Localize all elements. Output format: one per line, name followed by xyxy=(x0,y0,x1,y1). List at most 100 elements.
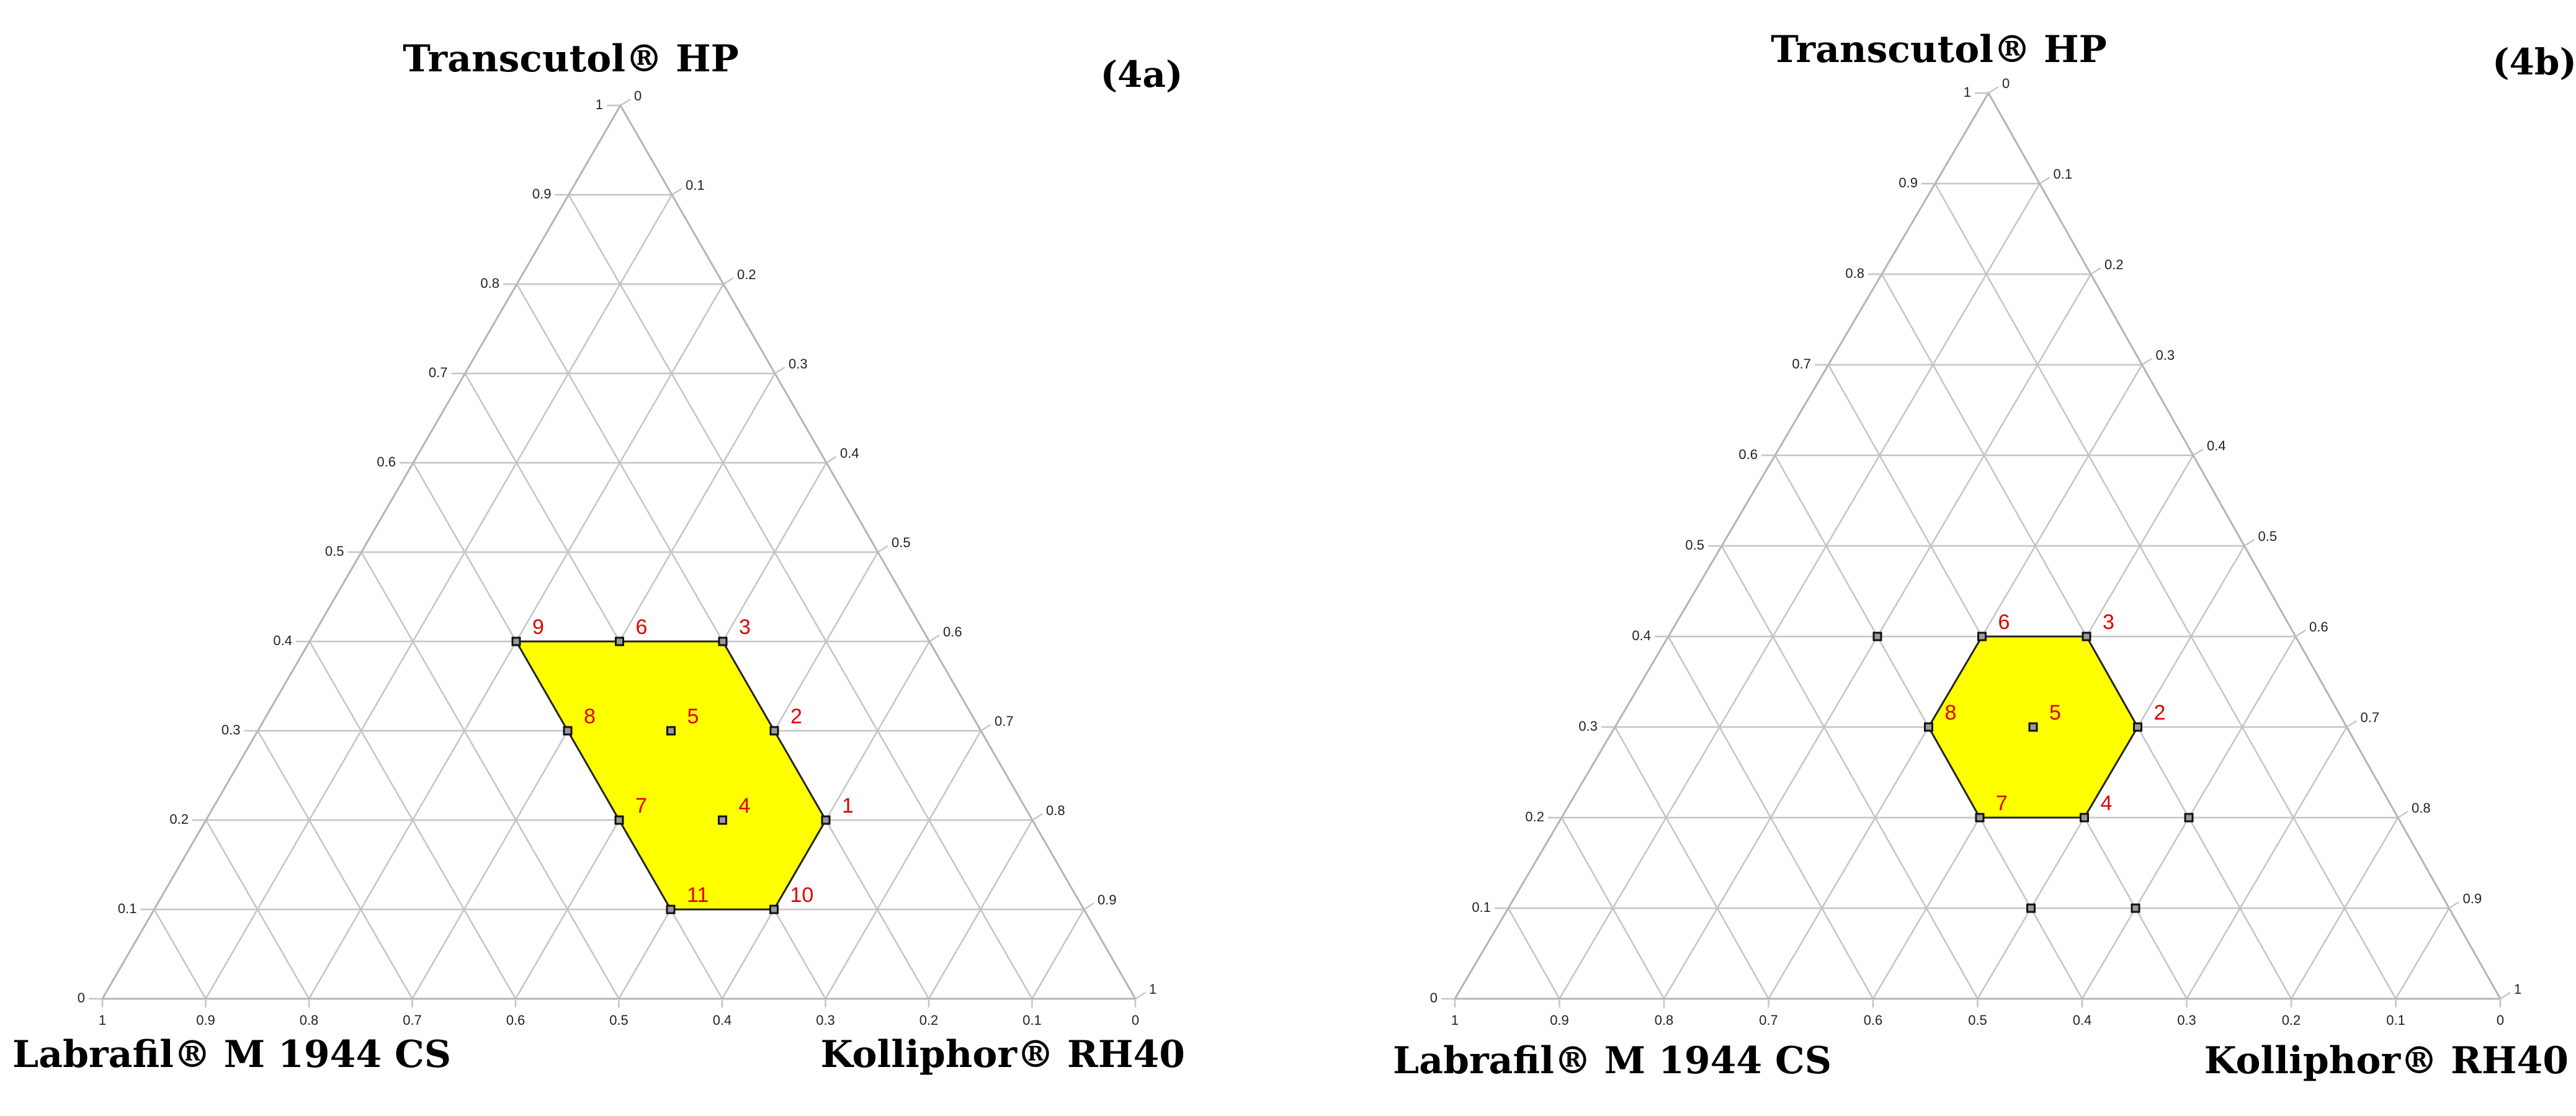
tick-mark xyxy=(2243,538,2255,547)
vertex-label-top: Transcutol® HP xyxy=(403,37,739,81)
tick-label-bottom: 0.7 xyxy=(1759,1012,1778,1028)
design-point-label: 5 xyxy=(2049,701,2061,725)
tick-label-left: 0.3 xyxy=(1578,718,1598,734)
grid-line xyxy=(308,641,517,999)
tick-mark xyxy=(1135,991,1146,1000)
tick-label-bottom: 0 xyxy=(1132,1012,1139,1028)
design-point xyxy=(2026,903,2036,913)
tick-label-bottom: 0.3 xyxy=(816,1012,835,1028)
design-point xyxy=(666,904,676,914)
design-point xyxy=(511,636,521,646)
tick-label-bottom: 0.1 xyxy=(1022,1012,1042,1028)
tick-label-bottom: 0.2 xyxy=(2282,1012,2301,1028)
tick-label-right: 0 xyxy=(634,88,642,104)
tick-label-bottom: 0.6 xyxy=(506,1012,525,1028)
tick-label-bottom: 0.2 xyxy=(919,1012,939,1028)
design-point xyxy=(614,815,624,825)
tick-mark xyxy=(929,634,940,643)
design-point-label: 4 xyxy=(739,794,751,818)
design-point-label: 8 xyxy=(1945,701,1957,725)
design-point xyxy=(1924,722,1933,732)
grid-line xyxy=(1560,817,1665,999)
tick-label-left: 0.4 xyxy=(273,633,292,648)
tick-label-bottom: 0.6 xyxy=(1864,1012,1883,1028)
grid-line xyxy=(153,909,207,999)
vertex-label-left: Labrafil® M 1944 CS xyxy=(12,1033,451,1076)
tick-mark xyxy=(2397,810,2408,819)
grid-line xyxy=(257,730,413,999)
tick-label-left: 0.9 xyxy=(532,186,552,202)
tick-label-left: 0 xyxy=(78,990,85,1006)
tick-mark xyxy=(877,545,888,553)
grid-line xyxy=(1507,908,1560,999)
design-point xyxy=(1975,813,1985,823)
tick-label-left: 0.1 xyxy=(1472,899,1491,915)
design-point xyxy=(2184,813,2194,823)
panel-label: (4b) xyxy=(2492,41,2576,83)
design-point-label: 2 xyxy=(790,705,802,728)
design-point-label: 3 xyxy=(739,615,751,639)
tick-label-left: 0.2 xyxy=(1525,809,1544,824)
grid-line xyxy=(1559,183,2041,999)
tick-label-bottom: 0.8 xyxy=(1655,1012,1674,1028)
tick-label-right: 1 xyxy=(2514,981,2521,997)
design-point xyxy=(2028,722,2038,732)
tick-label-bottom: 0.9 xyxy=(1550,1012,1569,1028)
tick-mark xyxy=(2346,720,2358,728)
tick-label-right: 0.2 xyxy=(737,267,756,282)
tick-mark xyxy=(723,277,734,285)
tick-label-right: 0.6 xyxy=(943,624,962,640)
grid-line xyxy=(2290,817,2399,999)
tick-label-bottom: 0.8 xyxy=(300,1012,319,1028)
grid-line xyxy=(1934,183,2397,999)
design-point-label: 7 xyxy=(635,794,647,818)
tick-label-left: 0.9 xyxy=(1898,175,1918,190)
grid-line xyxy=(568,194,1033,999)
tick-label-right: 0.5 xyxy=(2258,529,2278,544)
design-point-label: 4 xyxy=(2101,792,2113,815)
tick-mark xyxy=(671,187,682,196)
design-point xyxy=(2082,632,2091,641)
design-point xyxy=(615,636,624,646)
vertex-label-top: Transcutol® HP xyxy=(1771,28,2107,71)
tick-mark xyxy=(2193,448,2204,457)
tick-label-bottom: 0.5 xyxy=(609,1012,628,1028)
tick-label-left: 0.5 xyxy=(325,543,344,559)
tick-label-left: 0.6 xyxy=(1738,447,1758,462)
tick-label-right: 0.2 xyxy=(2104,257,2124,272)
ternary-panel-b: 0010.10.10.90.20.20.80.30.30.70.40.40.60… xyxy=(1393,28,2576,1083)
grid-line xyxy=(825,730,982,999)
tick-label-right: 0.7 xyxy=(995,713,1014,729)
grid-line xyxy=(928,819,1034,999)
tick-label-right: 0.7 xyxy=(2361,710,2380,725)
tick-label-left: 0.3 xyxy=(221,722,241,738)
tick-mark xyxy=(620,98,631,107)
ternary-panel-a: 0010.10.10.90.20.20.80.30.30.70.40.40.60… xyxy=(12,37,1185,1076)
tick-mark xyxy=(1032,813,1043,821)
tick-label-bottom: 0.1 xyxy=(2386,1012,2405,1028)
tick-label-bottom: 0 xyxy=(2497,1012,2504,1028)
design-point xyxy=(2131,903,2140,913)
tick-label-left: 0.1 xyxy=(118,901,137,916)
tick-mark xyxy=(774,366,785,375)
tick-mark xyxy=(980,723,991,732)
tick-mark xyxy=(2090,267,2101,275)
design-point-label: 6 xyxy=(636,615,648,639)
tick-label-right: 0 xyxy=(2002,76,2010,91)
tick-label-bottom: 0.4 xyxy=(2073,1012,2092,1028)
vertex-label-left: Labrafil® M 1944 CS xyxy=(1393,1039,1831,1083)
tick-label-left: 0 xyxy=(1430,990,1438,1006)
design-point xyxy=(769,726,779,736)
tick-label-bottom: 1 xyxy=(99,1012,106,1028)
design-point-label: 8 xyxy=(584,705,596,728)
tick-label-bottom: 0.9 xyxy=(196,1012,215,1028)
design-point xyxy=(1872,632,1882,641)
tick-mark xyxy=(2295,629,2306,638)
design-point-label: 3 xyxy=(2103,610,2114,634)
grid-line xyxy=(1667,636,1874,999)
design-point-label: 11 xyxy=(687,883,709,907)
panel-label: (4a) xyxy=(1101,53,1183,96)
tick-mark xyxy=(2141,357,2153,366)
tick-label-bottom: 0.5 xyxy=(1968,1012,1987,1028)
tick-label-right: 0.8 xyxy=(2412,800,2431,816)
